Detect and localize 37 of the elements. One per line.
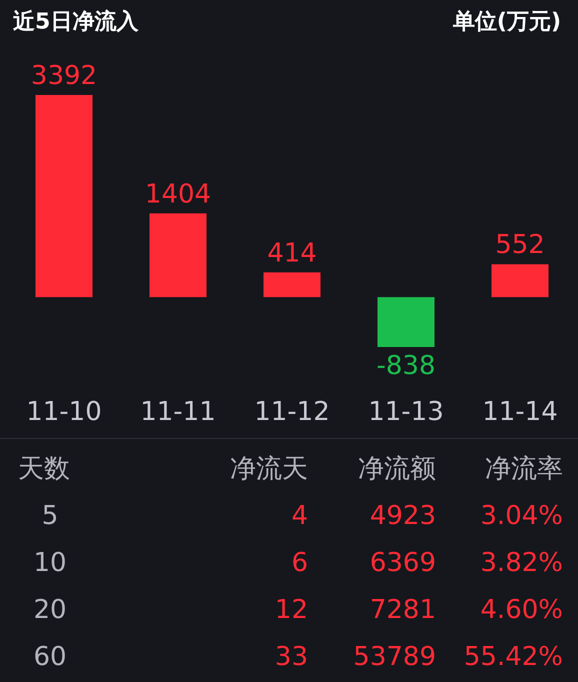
data-label: 3392	[30, 61, 98, 91]
x-tick-label: 11-11	[140, 397, 216, 427]
text: 20	[33, 595, 67, 625]
data-label: 552	[495, 230, 545, 260]
text: 3.04%	[480, 501, 563, 531]
text: 4923	[370, 501, 436, 531]
text: 天数	[18, 454, 70, 484]
bar	[150, 213, 206, 298]
x-tick-label: 11-10	[26, 397, 102, 427]
text: 净流率	[485, 454, 563, 484]
bar	[36, 95, 92, 298]
text: 3.82%	[480, 548, 563, 578]
x-tick-label: 11-13	[368, 397, 444, 427]
data-label: 414	[267, 238, 317, 268]
chart-subtitle: 单位(万元)	[452, 10, 561, 34]
text: 60	[33, 642, 67, 672]
bar	[378, 297, 434, 347]
text: 4.60%	[480, 595, 563, 625]
data-label: -838	[376, 351, 436, 381]
text: 6	[291, 548, 308, 578]
text: 净流额	[358, 454, 436, 484]
text: 10	[33, 548, 67, 578]
bar	[492, 264, 548, 298]
text: 6369	[370, 548, 436, 578]
text: 33	[274, 642, 308, 672]
data-label: 1404	[144, 179, 212, 210]
text: 53789	[353, 642, 436, 672]
text: 5	[42, 501, 58, 531]
chart-title: 近5日净流入	[12, 8, 140, 34]
text: 4	[291, 501, 308, 531]
text: 12	[274, 595, 308, 625]
bar	[264, 272, 320, 298]
x-tick-label: 11-14	[482, 397, 558, 427]
text: 7281	[370, 595, 436, 625]
text: 55.42%	[464, 642, 563, 672]
text: 净流天	[230, 454, 308, 484]
x-tick-label: 11-12	[254, 397, 330, 427]
